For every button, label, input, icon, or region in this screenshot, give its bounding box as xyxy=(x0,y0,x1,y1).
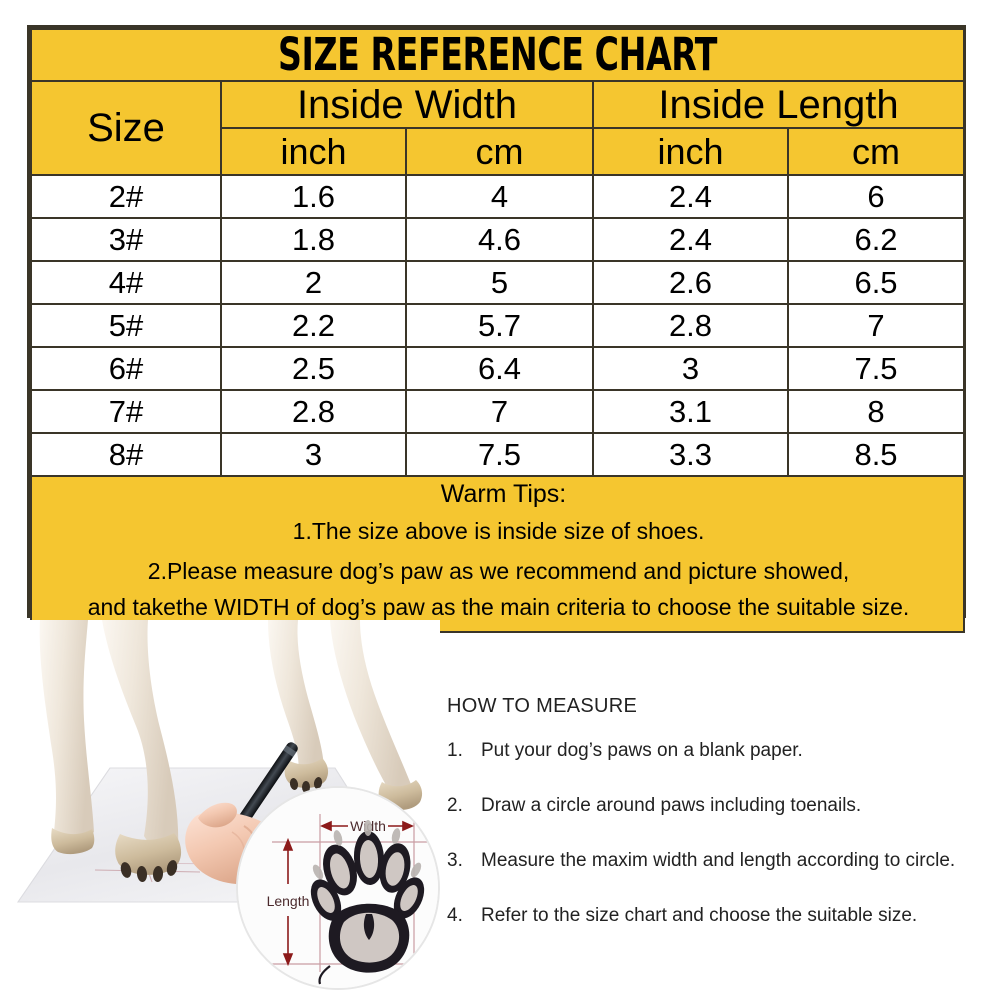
cell-length-cm: 6.5 xyxy=(786,260,966,305)
cell-width-cm: 4.6 xyxy=(405,217,594,262)
header-inside-length: Inside Length xyxy=(591,80,966,129)
how-to-measure-section: Width Length xyxy=(0,620,1000,1000)
cell-width-cm: 7 xyxy=(405,389,594,434)
cell-size: 6# xyxy=(30,346,222,391)
cell-size: 7# xyxy=(30,389,222,434)
howto-step: 4. Refer to the size chart and choose th… xyxy=(447,905,997,927)
cell-length-inch: 3.1 xyxy=(592,389,789,434)
header-width-inch: inch xyxy=(220,127,407,176)
howto-panel: HOW TO MEASURE 1. Put your dog’s paws on… xyxy=(447,620,997,1000)
toenail-marks xyxy=(312,820,422,880)
howto-step-text: Draw a circle around paws including toen… xyxy=(481,795,862,816)
claws xyxy=(289,777,323,793)
howto-step-text: Refer to the size chart and choose the s… xyxy=(481,905,918,926)
cell-width-cm: 7.5 xyxy=(405,432,594,477)
claws xyxy=(120,860,178,882)
table-row: 3# 1.8 4.6 2.4 6.2 xyxy=(30,217,966,262)
cell-length-cm: 8 xyxy=(786,389,966,434)
size-reference-chart: SIZE REFERENCE CHART Size Inside Width I… xyxy=(27,25,966,634)
table-row: 8# 3 7.5 3.3 8.5 xyxy=(30,432,966,477)
table-title-cell: SIZE REFERENCE CHART xyxy=(29,28,966,82)
page-title: SIZE REFERENCE CHART xyxy=(278,28,718,81)
howto-step-text: Measure the maxim width and length accor… xyxy=(481,850,956,871)
cell-length-inch: 2.4 xyxy=(592,217,789,262)
table-row: 7# 2.8 7 3.1 8 xyxy=(30,389,966,434)
howto-steps: 1. Put your dog’s paws on a blank paper.… xyxy=(447,740,997,960)
width-arrow xyxy=(320,820,414,832)
cell-size: 4# xyxy=(30,260,222,305)
header-inside-width: Inside Width xyxy=(220,80,594,129)
cell-length-cm: 7 xyxy=(786,303,966,348)
cell-width-inch: 3 xyxy=(220,432,407,477)
howto-step: 2. Draw a circle around paws including t… xyxy=(447,795,997,817)
header-row-primary: Size Inside Width Inside Length xyxy=(30,80,966,176)
cell-length-inch: 3 xyxy=(592,346,789,391)
cell-size: 8# xyxy=(30,432,222,477)
cell-length-cm: 6 xyxy=(786,174,966,219)
warm-tips-row: Warm Tips: 1.The size above is inside si… xyxy=(29,474,966,634)
howto-step-text: Put your dog’s paws on a blank paper. xyxy=(481,740,803,761)
cell-length-inch: 3.3 xyxy=(592,432,789,477)
header-length-inch: inch xyxy=(592,127,789,176)
table-row: 6# 2.5 6.4 3 7.5 xyxy=(30,346,966,391)
table-row: 4# 2 5 2.6 6.5 xyxy=(30,260,966,305)
cell-length-cm: 7.5 xyxy=(786,346,966,391)
howto-step: 3. Measure the maxim width and length ac… xyxy=(447,850,997,872)
cell-length-inch: 2.4 xyxy=(592,174,789,219)
cell-width-cm: 6.4 xyxy=(405,346,594,391)
warm-tips-cell: Warm Tips: 1.The size above is inside si… xyxy=(29,474,966,634)
length-label: Length xyxy=(267,893,310,909)
cell-width-cm: 4 xyxy=(405,174,594,219)
cell-length-inch: 2.8 xyxy=(592,303,789,348)
cell-width-cm: 5.7 xyxy=(405,303,594,348)
cell-width-inch: 2.2 xyxy=(220,303,407,348)
table-row: 2# 1.6 4 2.4 6 xyxy=(30,174,966,219)
length-arrow xyxy=(282,837,294,967)
header-width-cm: cm xyxy=(405,127,594,176)
warm-tip-1: 1.The size above is inside size of shoes… xyxy=(292,518,705,544)
cell-size: 3# xyxy=(30,217,222,262)
table-title-row: SIZE REFERENCE CHART xyxy=(29,28,966,82)
cell-length-cm: 6.2 xyxy=(786,217,966,262)
howto-step-number: 1. xyxy=(447,740,463,761)
cell-width-inch: 2.8 xyxy=(220,389,407,434)
header-row-units: inch cm inch cm xyxy=(31,127,966,176)
table-row: 5# 2.2 5.7 2.8 7 xyxy=(30,303,966,348)
howto-step-number: 3. xyxy=(447,850,463,871)
paw-diagram: Width Length xyxy=(238,788,438,988)
howto-step-number: 2. xyxy=(447,795,463,816)
dog-leg-rear-right xyxy=(268,620,329,793)
cell-width-inch: 1.6 xyxy=(220,174,407,219)
cell-length-cm: 8.5 xyxy=(786,432,966,477)
howto-step-number: 4. xyxy=(447,905,463,926)
dog-leg-rear-left xyxy=(39,620,95,855)
header-length-cm: cm xyxy=(786,127,966,176)
paw-print-icon xyxy=(310,820,425,985)
howto-step: 1. Put your dog’s paws on a blank paper. xyxy=(447,740,997,762)
warm-tip-2: 2.Please measure dog’s paw as we recomme… xyxy=(147,558,850,585)
warm-tip-2-continued: and takethe WIDTH of dog’s paw as the ma… xyxy=(87,593,910,620)
paw-measure-inset: Width Length xyxy=(238,788,438,988)
cell-width-inch: 2 xyxy=(220,260,407,305)
cell-size: 2# xyxy=(30,174,222,219)
dog-leg-front-left xyxy=(102,620,182,882)
cell-width-inch: 1.8 xyxy=(220,217,407,262)
measure-photo: Width Length xyxy=(0,620,440,1000)
cell-width-cm: 5 xyxy=(405,260,594,305)
warm-tips-title: Warm Tips: xyxy=(440,480,567,508)
size-table: SIZE REFERENCE CHART Size Inside Width I… xyxy=(29,28,966,634)
cell-size: 5# xyxy=(30,303,222,348)
cell-width-inch: 2.5 xyxy=(220,346,407,391)
howto-title: HOW TO MEASURE xyxy=(447,695,638,717)
header-size: Size xyxy=(30,80,222,176)
cell-length-inch: 2.6 xyxy=(592,260,789,305)
